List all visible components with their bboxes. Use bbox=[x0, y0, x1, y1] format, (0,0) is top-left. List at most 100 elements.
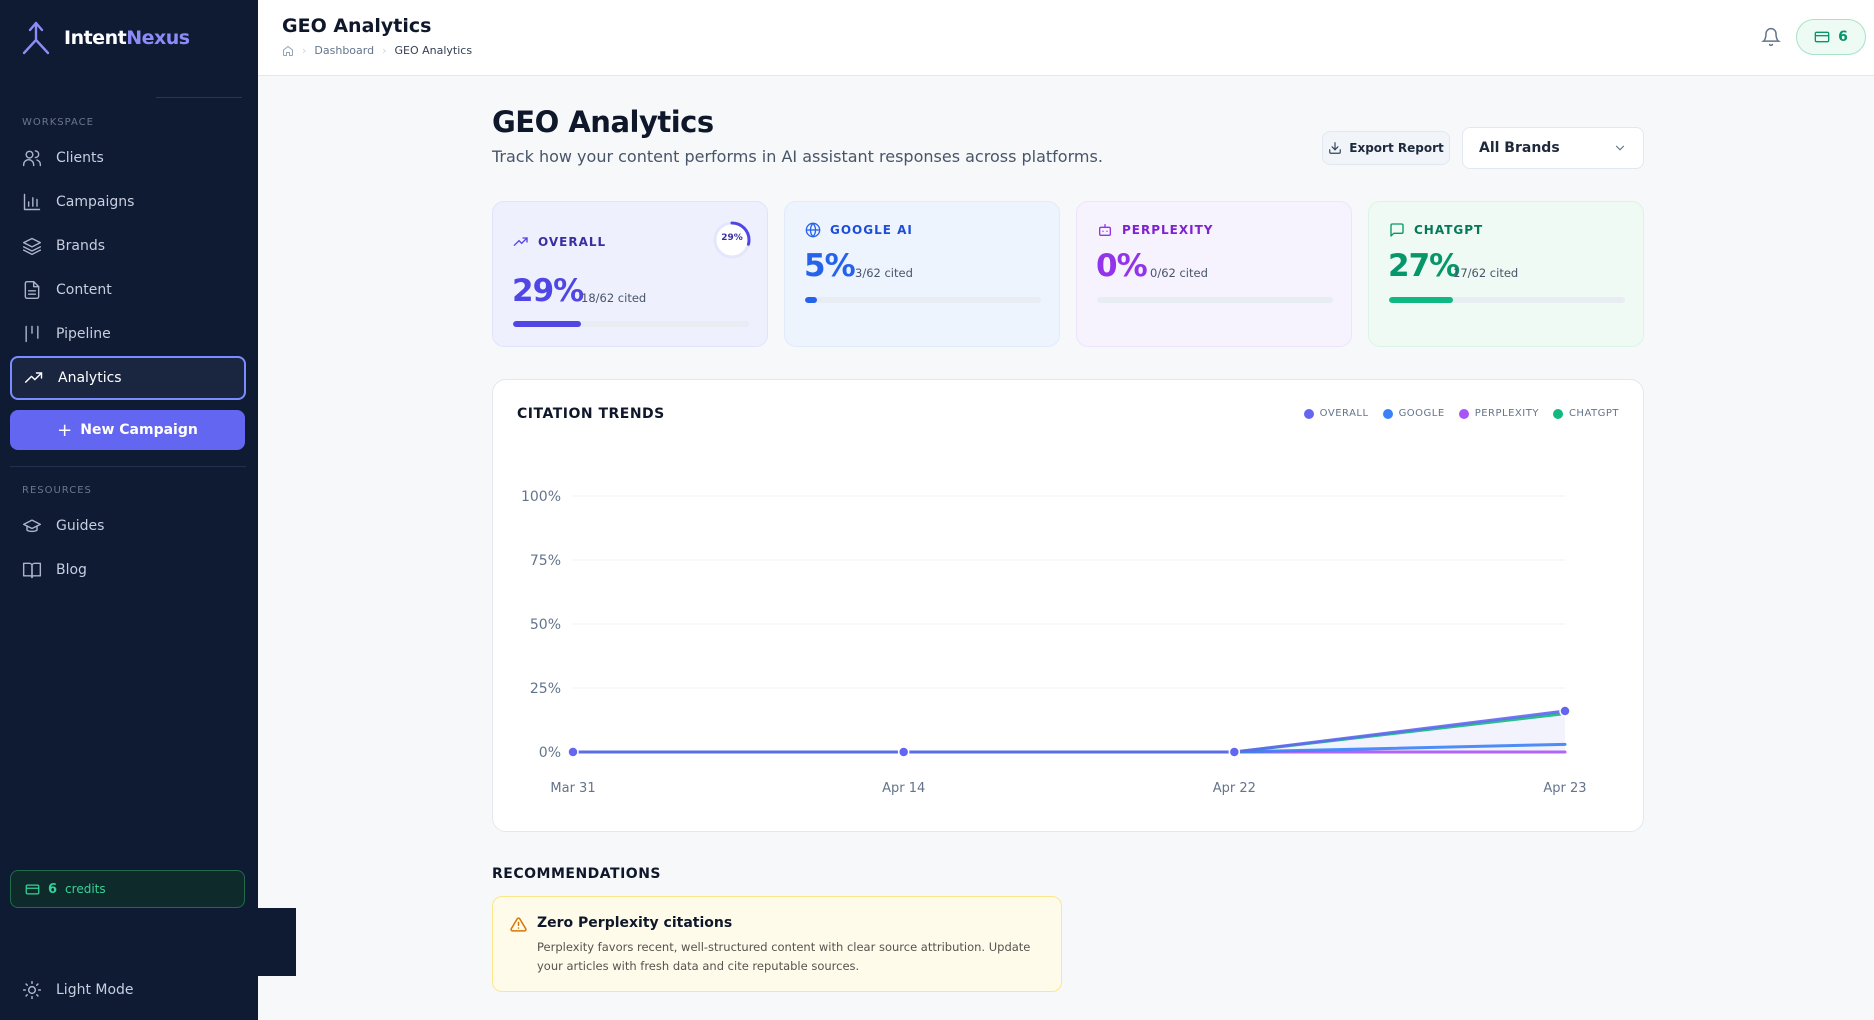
y-tick-label: 25% bbox=[530, 681, 561, 697]
sidebar-item-blog[interactable]: Blog bbox=[10, 550, 246, 590]
sidebar-item-brands[interactable]: Brands bbox=[10, 226, 246, 266]
legend-dot bbox=[1552, 408, 1563, 419]
x-tick-label: Mar 31 bbox=[550, 781, 595, 796]
logo[interactable]: IntentNexus bbox=[20, 20, 190, 56]
warning-icon bbox=[510, 917, 527, 932]
brand-select-value: All Brands bbox=[1479, 140, 1560, 156]
stat-label: OVERALL bbox=[538, 235, 607, 249]
theme-toggle-label: Light Mode bbox=[56, 982, 134, 998]
sidebar-item-label: Blog bbox=[56, 562, 87, 578]
breadcrumb-current: GEO Analytics bbox=[394, 44, 473, 57]
stat-cited: 17/62 cited bbox=[1453, 266, 1519, 280]
progress-bar-fill bbox=[513, 321, 582, 327]
legend-item-overall[interactable]: OVERALL bbox=[1303, 408, 1369, 419]
citation-trends-card: CITATION TRENDS OVERALL GOOGLE PERPLEXIT… bbox=[492, 379, 1644, 832]
sidebar-item-label: Campaigns bbox=[56, 194, 135, 210]
stat-value: 5% bbox=[804, 248, 856, 284]
stat-card-header: PERPLEXITY bbox=[1097, 222, 1213, 238]
progress-ring-label: 29% bbox=[721, 233, 743, 243]
sidebar: IntentNexus WORKSPACE Clients Campaigns … bbox=[0, 0, 258, 1020]
sidebar-item-label: Guides bbox=[56, 518, 105, 534]
logo-text: IntentNexus bbox=[64, 27, 190, 49]
sidebar-item-analytics[interactable]: Analytics bbox=[10, 356, 246, 400]
x-tick-label: Apr 22 bbox=[1213, 781, 1256, 796]
x-tick-label: Apr 23 bbox=[1543, 781, 1586, 796]
graduation-cap-icon bbox=[22, 519, 42, 533]
stat-card-header: GOOGLE AI bbox=[805, 222, 913, 238]
progress-ring bbox=[713, 221, 751, 259]
stat-card-overall: OVERALL 29% 29% 18/62 cited bbox=[492, 201, 768, 347]
recommendations-heading: RECOMMENDATIONS bbox=[492, 866, 661, 882]
chart-title: CITATION TRENDS bbox=[517, 406, 665, 422]
credit-card-icon bbox=[25, 884, 40, 894]
x-tick-label: Apr 14 bbox=[882, 781, 925, 796]
book-icon bbox=[22, 562, 42, 579]
y-tick-label: 50% bbox=[530, 617, 561, 633]
brand-select[interactable]: All Brands bbox=[1462, 127, 1644, 169]
legend-label: GOOGLE bbox=[1398, 408, 1445, 419]
stat-label: PERPLEXITY bbox=[1122, 223, 1214, 237]
document-icon bbox=[24, 280, 40, 300]
progress-bar bbox=[1389, 297, 1625, 303]
stat-card-perplexity: PERPLEXITY 0% 0/62 cited bbox=[1076, 201, 1352, 347]
chart-legend: OVERALL GOOGLE PERPLEXITY CHATGPT bbox=[1303, 408, 1619, 419]
trending-up-icon bbox=[513, 237, 528, 246]
stat-label: GOOGLE AI bbox=[830, 223, 913, 237]
legend-item-google[interactable]: GOOGLE bbox=[1382, 408, 1445, 419]
legend-dot bbox=[1303, 408, 1314, 419]
legend-label: PERPLEXITY bbox=[1474, 408, 1539, 419]
home-icon[interactable] bbox=[282, 45, 294, 57]
sidebar-item-guides[interactable]: Guides bbox=[10, 506, 246, 546]
credit-card-icon bbox=[1814, 31, 1830, 43]
overlay-block bbox=[258, 908, 296, 976]
stat-card-header: CHATGPT bbox=[1389, 222, 1483, 238]
page-subtitle: Track how your content performs in AI as… bbox=[492, 147, 1103, 166]
page-title: GEO Analytics bbox=[492, 105, 714, 139]
header-credits-count: 6 bbox=[1838, 29, 1848, 45]
users-icon bbox=[22, 150, 42, 167]
new-campaign-button[interactable]: + New Campaign bbox=[10, 410, 245, 450]
sidebar-item-campaigns[interactable]: Campaigns bbox=[10, 182, 246, 222]
divider bbox=[156, 97, 242, 98]
message-square-icon bbox=[1390, 223, 1404, 237]
bar-chart-icon bbox=[23, 193, 41, 211]
theme-toggle-button[interactable]: Light Mode bbox=[22, 980, 134, 1000]
progress-bar-fill bbox=[1389, 297, 1453, 303]
new-campaign-label: New Campaign bbox=[80, 422, 198, 438]
stat-value: 0% bbox=[1096, 248, 1148, 284]
chevron-right-icon: › bbox=[382, 44, 387, 57]
download-icon bbox=[1329, 142, 1342, 154]
header-credits-badge[interactable]: 6 bbox=[1796, 19, 1866, 55]
recommendation-card: Zero Perplexity citations Perplexity fav… bbox=[492, 896, 1062, 992]
trending-up-icon bbox=[24, 372, 43, 383]
chevron-down-icon bbox=[1615, 145, 1625, 151]
breadcrumb-dashboard[interactable]: Dashboard bbox=[314, 44, 375, 57]
stat-label: CHATGPT bbox=[1414, 223, 1484, 237]
citation-trends-chart: 100% 75% 50% 25% 0% Mar 31 Apr 14 Apr 22 Apr 23 bbox=[521, 489, 1587, 796]
data-point-overall bbox=[1559, 705, 1571, 717]
credits-label: credits bbox=[65, 882, 106, 896]
section-label-workspace: WORKSPACE bbox=[22, 117, 94, 128]
stat-cited: 3/62 cited bbox=[855, 266, 913, 280]
sidebar-item-clients[interactable]: Clients bbox=[10, 138, 246, 178]
layers-icon bbox=[22, 237, 42, 256]
stat-cited: 18/62 cited bbox=[581, 291, 647, 305]
data-point-overall bbox=[897, 746, 910, 758]
recommendation-body: Perplexity favors recent, well-structure… bbox=[537, 940, 1031, 973]
sidebar-item-label: Clients bbox=[56, 150, 104, 166]
sidebar-item-content[interactable]: Content bbox=[10, 270, 246, 310]
sidebar-item-label: Analytics bbox=[58, 370, 122, 386]
notifications-button[interactable] bbox=[1761, 26, 1781, 52]
sidebar-item-label: Pipeline bbox=[56, 326, 111, 342]
credits-badge[interactable]: 6 credits bbox=[10, 870, 245, 908]
export-report-button[interactable]: Export Report bbox=[1322, 131, 1450, 165]
data-point-overall bbox=[567, 746, 579, 758]
progress-bar bbox=[805, 297, 1041, 303]
sidebar-item-pipeline[interactable]: Pipeline bbox=[10, 314, 246, 354]
bell-icon bbox=[1761, 27, 1781, 47]
legend-item-chatgpt[interactable]: CHATGPT bbox=[1552, 408, 1619, 419]
recommendation-title: Zero Perplexity citations bbox=[537, 915, 733, 931]
globe-icon bbox=[805, 222, 821, 238]
legend-item-perplexity[interactable]: PERPLEXITY bbox=[1458, 408, 1539, 419]
credits-count: 6 bbox=[48, 881, 58, 897]
